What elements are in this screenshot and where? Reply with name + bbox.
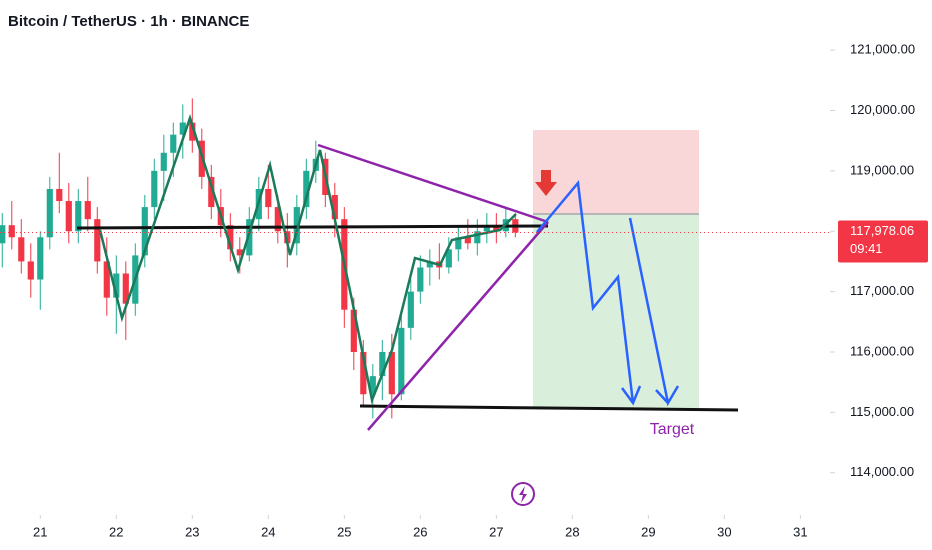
- candle-body: [94, 219, 101, 262]
- candle-body: [331, 195, 338, 220]
- candle-body: [274, 207, 281, 232]
- wave-line: [98, 113, 517, 405]
- candle-body: [350, 309, 357, 352]
- candle-body: [369, 376, 376, 395]
- drawings: Target: [76, 113, 739, 506]
- candle-body: [426, 261, 433, 268]
- target-line: [359, 404, 739, 412]
- projection-arrowhead: [655, 389, 669, 404]
- candle-body: [46, 188, 53, 238]
- y-tick-label: 120,000.00: [850, 102, 915, 117]
- profit-zone: [533, 215, 699, 408]
- candle-body: [151, 170, 158, 208]
- candle-body: [455, 237, 462, 250]
- candle-body: [227, 225, 234, 250]
- y-tick-label: 116,000.00: [850, 343, 914, 358]
- candle-body: [56, 188, 63, 202]
- candle-body: [246, 219, 253, 256]
- y-tick-label: 121,000.00: [850, 42, 915, 57]
- candle-body: [236, 249, 243, 256]
- candle-body: [8, 225, 15, 238]
- projection-path: [536, 179, 635, 404]
- candle-body: [141, 207, 148, 256]
- x-tick-label: 27: [489, 524, 503, 539]
- candle-body: [160, 152, 167, 171]
- current-price-label: 117,978.06: [850, 223, 914, 238]
- x-tick-label: 31: [793, 524, 807, 539]
- candle-body: [483, 225, 490, 232]
- candle-body: [474, 231, 481, 244]
- candle-body: [417, 267, 424, 292]
- x-tick-label: 30: [717, 524, 731, 539]
- triangle-lower: [367, 221, 549, 431]
- candles: [0, 98, 519, 419]
- candle-body: [113, 273, 120, 298]
- chart-title: Bitcoin / TetherUS · 1h · BINANCE: [8, 13, 249, 30]
- x-tick-label: 25: [337, 524, 351, 539]
- candle-body: [27, 261, 34, 280]
- candle-body: [398, 327, 405, 395]
- candle-body: [65, 201, 72, 232]
- x-tick-label: 22: [109, 524, 123, 539]
- sell-arrow: [535, 170, 557, 196]
- y-tick-label: 119,000.00: [850, 162, 914, 177]
- projection-arrowhead: [620, 385, 642, 406]
- x-tick-label: 29: [641, 524, 655, 539]
- candle-body: [303, 170, 310, 208]
- stop-zone: [533, 130, 699, 213]
- candle-body: [75, 201, 82, 232]
- candle-body: [84, 201, 91, 220]
- candle-body: [189, 122, 196, 141]
- candle-body: [208, 176, 215, 208]
- x-tick-label: 26: [413, 524, 427, 539]
- countdown-label: 09:41: [850, 241, 883, 256]
- candle-body: [265, 188, 272, 208]
- x-tick-label: 24: [261, 524, 275, 539]
- candle-body: [360, 351, 367, 395]
- candle-body: [0, 225, 6, 244]
- candle-body: [179, 122, 186, 135]
- target-label: Target: [650, 421, 695, 438]
- x-tick-label: 28: [565, 524, 579, 539]
- candle-body: [388, 351, 395, 395]
- x-tick-label: 21: [33, 524, 47, 539]
- candle-body: [122, 273, 129, 304]
- candle-body: [170, 134, 177, 153]
- price-badge: [838, 220, 928, 263]
- candle-body: [37, 237, 44, 280]
- y-tick-label: 114,000.00: [850, 464, 914, 479]
- candle-body: [464, 237, 471, 244]
- event-icon-bolt: [519, 486, 527, 503]
- axes: 114,000.00 115,000.00 116,000.00 117,000.00…: [0, 42, 928, 539]
- y-tick-label: 117,000.00: [850, 283, 914, 298]
- candle-body: [493, 225, 500, 232]
- support-line: [76, 224, 549, 230]
- candle-body: [407, 291, 414, 328]
- candle-body: [293, 207, 300, 244]
- x-tick-label: 23: [185, 524, 199, 539]
- candle-body: [445, 249, 452, 268]
- triangle-upper: [317, 143, 549, 224]
- candle-body: [103, 261, 110, 298]
- y-tick-label: 115,000.00: [850, 404, 914, 419]
- trade-zone: [533, 130, 699, 408]
- candle-body: [18, 237, 25, 262]
- candle-body: [379, 351, 386, 377]
- event-icon: [511, 482, 535, 506]
